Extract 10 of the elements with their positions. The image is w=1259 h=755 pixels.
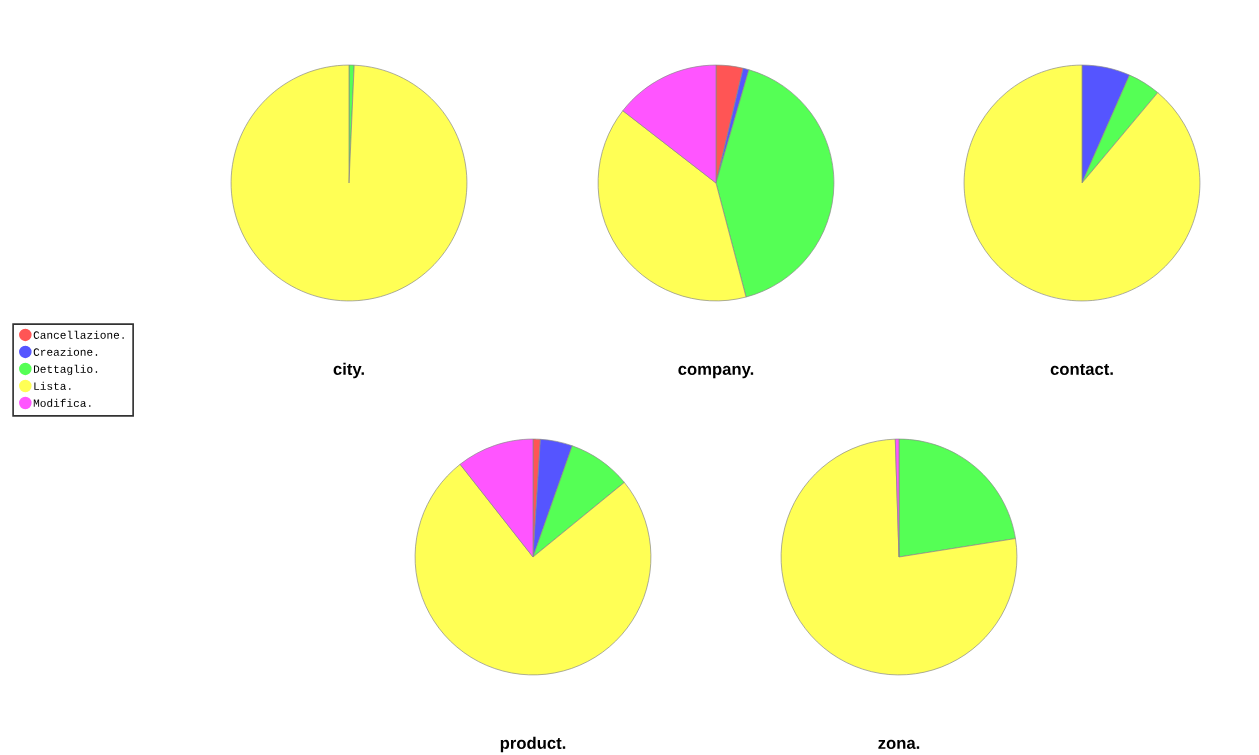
text: product. (500, 736, 566, 753)
text: company. (678, 365, 754, 379)
legend-label: Creazione. (33, 347, 98, 356)
text: contact. (1050, 363, 1113, 375)
text: zona. (878, 739, 920, 749)
legend-label: Dettaglio. (33, 364, 98, 376)
text: city. (333, 362, 364, 379)
legend-label: Modifica. (33, 398, 91, 408)
legend-label: Cancellazione. (33, 330, 124, 339)
legend-label: Lista. (34, 381, 71, 390)
